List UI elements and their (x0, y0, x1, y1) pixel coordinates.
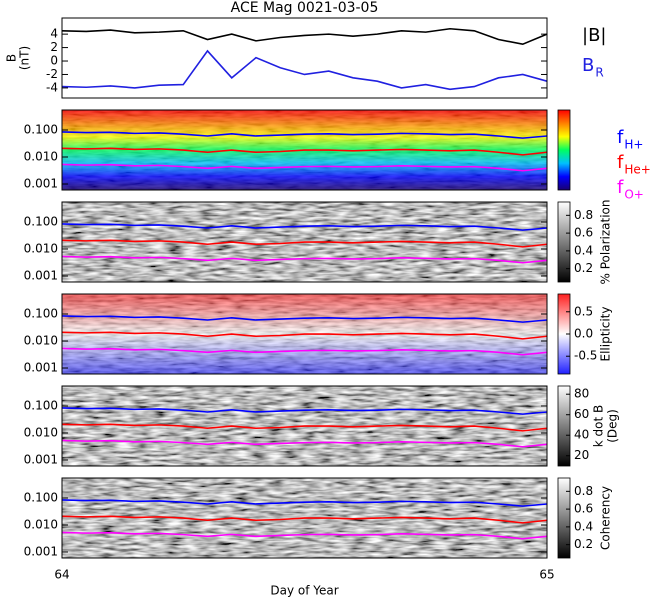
y-tick-label: 0.100 (24, 490, 58, 504)
legend-subscript: He+ (624, 163, 650, 177)
y-tick-label: 0.001 (24, 361, 58, 375)
y-tick-label: 0.100 (24, 122, 58, 136)
series-line (61, 49, 548, 91)
y-tick-label: 2 (50, 40, 58, 54)
y-tick-label: 4 (50, 27, 58, 41)
series-line (61, 499, 548, 507)
plot-frame (61, 201, 548, 283)
series-line (61, 255, 548, 264)
legend-subscript: O+ (624, 188, 644, 202)
colorbar-tick-label: 80 (574, 387, 589, 401)
y-tick-label: -2 (46, 67, 58, 81)
colorbar-tick-label: 0.8 (574, 208, 593, 222)
y-tick-label: 0.001 (24, 545, 58, 559)
series-line (61, 27, 548, 46)
colorbar (557, 109, 571, 191)
colorbar-tick-label: 20 (574, 448, 589, 462)
plot-frame (61, 109, 548, 191)
colorbar-tick-label: -0.5 (574, 349, 597, 363)
y-tick-label: 0.100 (24, 306, 58, 320)
colorbar-label: k dot B (592, 405, 606, 447)
legend-label: f (617, 127, 624, 148)
y-tick-label: -4 (46, 80, 58, 94)
plot-frame (61, 17, 548, 99)
series-line (61, 347, 548, 356)
colorbar-tick-label: 0.0 (574, 327, 593, 341)
y-tick-label: 0.010 (24, 518, 58, 532)
y-tick-label: 0.100 (24, 398, 58, 412)
series-line (61, 147, 548, 156)
series-line (61, 407, 548, 415)
series-line (61, 423, 548, 432)
legend-label: |B| (582, 25, 606, 46)
colorbar-label: % Polarization (599, 200, 613, 285)
series-line (61, 331, 548, 340)
series-line (61, 239, 548, 248)
colorbar-label: Ellipticity (599, 307, 613, 362)
y-tick-label: 0.010 (24, 242, 58, 256)
legend-subscript: R (595, 66, 603, 80)
y-tick-label: 0.010 (24, 426, 58, 440)
series-line (61, 315, 548, 323)
colorbar-tick-label: 40 (574, 428, 589, 442)
series-line (61, 439, 548, 448)
chart-title: ACE Mag 0021-03-05 (231, 0, 379, 16)
colorbar (557, 477, 571, 559)
plot-frame (61, 293, 548, 375)
series-line (61, 515, 548, 524)
legend-label: B (582, 55, 594, 76)
y-tick-label: 0.010 (24, 150, 58, 164)
colorbar-tick-label: 0.6 (574, 226, 593, 240)
y-tick-label: 0.010 (24, 334, 58, 348)
colorbar-tick-label: 0.6 (574, 502, 593, 516)
colorbar-tick-label: 0.8 (574, 484, 593, 498)
colorbar-tick-label: 0.4 (574, 243, 593, 257)
series-line (61, 223, 548, 231)
legend-label: f (617, 177, 624, 198)
y-tick-label: 0.001 (24, 177, 58, 191)
series-line (61, 531, 548, 540)
y-tick-label: 0.001 (24, 453, 58, 467)
y-tick-label: 0 (50, 54, 58, 68)
x-tick-label: 65 (539, 568, 554, 582)
colorbar-label: Coherency (599, 486, 613, 550)
legend-label: f (617, 152, 624, 173)
colorbar (557, 201, 571, 283)
legend-subscript: H+ (624, 138, 643, 152)
y-tick-label: 0.001 (24, 269, 58, 283)
colorbar-tick-label: 0.4 (574, 519, 593, 533)
plot-frame (61, 477, 548, 559)
y-axis-label: (nT) (18, 46, 32, 70)
series-line (61, 131, 548, 139)
y-tick-label: 0.100 (24, 214, 58, 228)
colorbar-tick-label: 60 (574, 407, 589, 421)
colorbar-label: (Deg) (606, 409, 620, 443)
x-tick-label: 64 (54, 568, 69, 582)
colorbar-tick-label: 0.5 (574, 304, 593, 318)
plot-frame (61, 385, 548, 467)
series-line (61, 163, 548, 172)
colorbar-tick-label: 0.2 (574, 537, 593, 551)
colorbar-tick-label: 0.2 (574, 261, 593, 275)
y-axis-label: B (5, 54, 19, 62)
x-axis-label: Day of Year (270, 584, 338, 598)
colorbar (557, 385, 571, 467)
